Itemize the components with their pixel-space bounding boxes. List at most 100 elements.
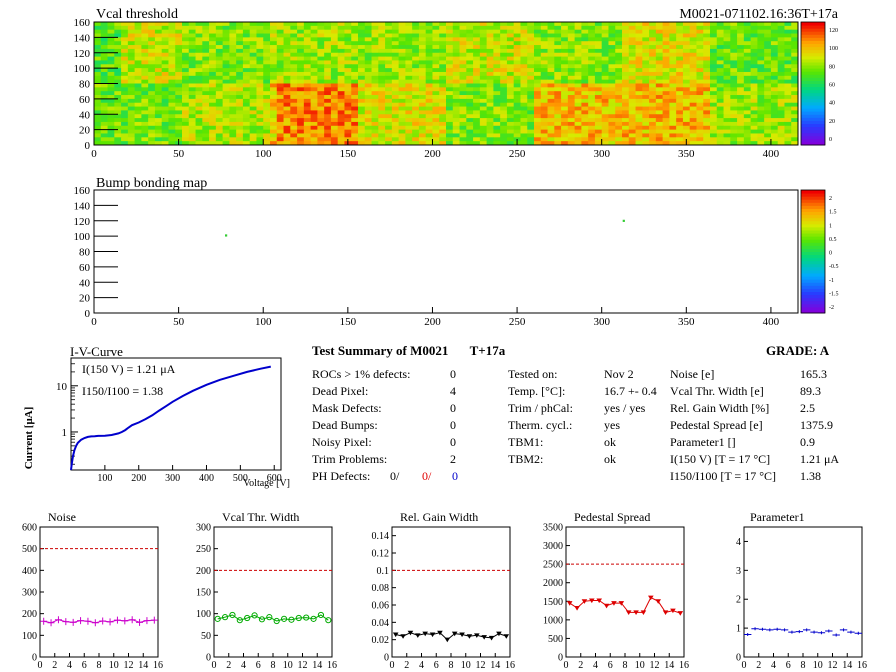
heatmap-cell (730, 75, 738, 81)
heatmap-cell (500, 22, 508, 27)
heatmap-cell (276, 133, 284, 138)
heatmap-cell (730, 29, 738, 34)
data-point (143, 617, 151, 625)
heatmap-cell (696, 37, 704, 42)
heatmap-cell (344, 60, 352, 65)
palette-cell (801, 303, 825, 308)
heatmap-cell (466, 60, 474, 65)
palette-cell (801, 61, 825, 66)
data-point (325, 617, 332, 624)
y-tick-label: 160 (74, 17, 91, 29)
heatmap-cell (466, 71, 474, 77)
heatmap-cell (446, 110, 454, 115)
heatmap-cell (242, 91, 251, 96)
heatmap-cell (161, 64, 169, 69)
heatmap-cell (642, 106, 650, 111)
heatmap-cell (121, 22, 129, 27)
heatmap-cell (371, 91, 379, 96)
heatmap-cell (182, 33, 190, 38)
heatmap-cell (716, 71, 724, 77)
heatmap-cell (446, 56, 454, 61)
heatmap-cell (642, 102, 650, 107)
heatmap-cell (358, 75, 366, 81)
heatmap-cell (148, 56, 156, 61)
heatmap-cell (730, 118, 738, 123)
heatmap-cell (310, 141, 318, 146)
heatmap-cell (107, 83, 115, 88)
heatmap-cell (540, 141, 548, 146)
heatmap-cell (378, 33, 386, 38)
heatmap-cell (628, 48, 636, 54)
heatmap-cell (655, 45, 664, 50)
heatmap-cell (202, 114, 210, 119)
heatmap-cell (446, 106, 454, 111)
palette-cell (801, 297, 825, 302)
y-tick-label: 0.02 (372, 635, 390, 646)
heatmap-cell (466, 95, 474, 100)
heatmap-cell (764, 98, 772, 104)
heatmap-cell (107, 95, 115, 100)
iv-x-tick-label: 600 (267, 473, 282, 484)
heatmap-cell (513, 41, 521, 46)
heatmap-cell (141, 125, 149, 131)
heatmap-cell (676, 29, 684, 34)
heatmap-cell (290, 133, 298, 138)
heatmap-cell (425, 56, 433, 61)
heatmap-cell (330, 95, 339, 100)
heatmap-cell (581, 22, 589, 27)
heatmap-cell (195, 37, 203, 42)
heatmap-cell (398, 71, 406, 77)
heatmap-cell (209, 68, 217, 73)
heatmap-cell (385, 56, 393, 61)
heatmap-cell (182, 121, 190, 127)
heatmap-cell (750, 71, 758, 77)
heatmap-cell (527, 37, 535, 42)
heatmap-cell (534, 83, 542, 88)
heatmap-cell (154, 22, 163, 27)
heatmap-cell (710, 91, 718, 96)
heatmap-cell (121, 91, 129, 96)
heatmap-cell (134, 137, 142, 142)
heatmap-cell (371, 129, 379, 134)
heatmap-cell (737, 141, 745, 146)
heatmap-cell (716, 75, 724, 81)
heatmap-cell (297, 37, 305, 42)
x-tick-label: 0 (742, 660, 747, 671)
heatmap-cell (466, 22, 474, 27)
heatmap-cell (459, 110, 467, 115)
heatmap-cell (391, 64, 400, 69)
heatmap-cell (270, 56, 278, 61)
heatmap-cell (737, 41, 745, 46)
heatmap-cell (351, 79, 359, 84)
heatmap-cell (622, 48, 630, 54)
data-point (795, 630, 804, 634)
heatmap-cell (581, 45, 589, 50)
heatmap-cell (256, 121, 264, 127)
heatmap-cell (608, 110, 616, 115)
heatmap-cell (127, 91, 136, 96)
heatmap-cell (561, 102, 569, 107)
heatmap-cell (310, 79, 318, 84)
heatmap-cell (236, 60, 244, 65)
heatmap-cell (358, 106, 366, 111)
heatmap-cell (202, 87, 210, 92)
heatmap-cell (324, 133, 332, 138)
palette-cell (801, 25, 825, 29)
heatmap-cell (256, 71, 264, 77)
heatmap-cell (371, 110, 379, 115)
heatmap-cell (513, 60, 521, 65)
heatmap-cell (276, 110, 284, 115)
heatmap-cell (622, 121, 630, 127)
heatmap-cell (222, 68, 230, 73)
heatmap-cell (134, 83, 142, 88)
heatmap-cell (446, 22, 454, 27)
heatmap-cell (195, 60, 203, 65)
heatmap-cell (154, 37, 163, 42)
heatmap-cell (148, 71, 156, 77)
heatmap-cell (730, 79, 738, 84)
heatmap-cell (358, 133, 366, 138)
heatmap-cell (161, 83, 169, 88)
heatmap-cell (229, 95, 237, 100)
heatmap-cell (770, 41, 779, 46)
heatmap-cell (466, 52, 474, 57)
